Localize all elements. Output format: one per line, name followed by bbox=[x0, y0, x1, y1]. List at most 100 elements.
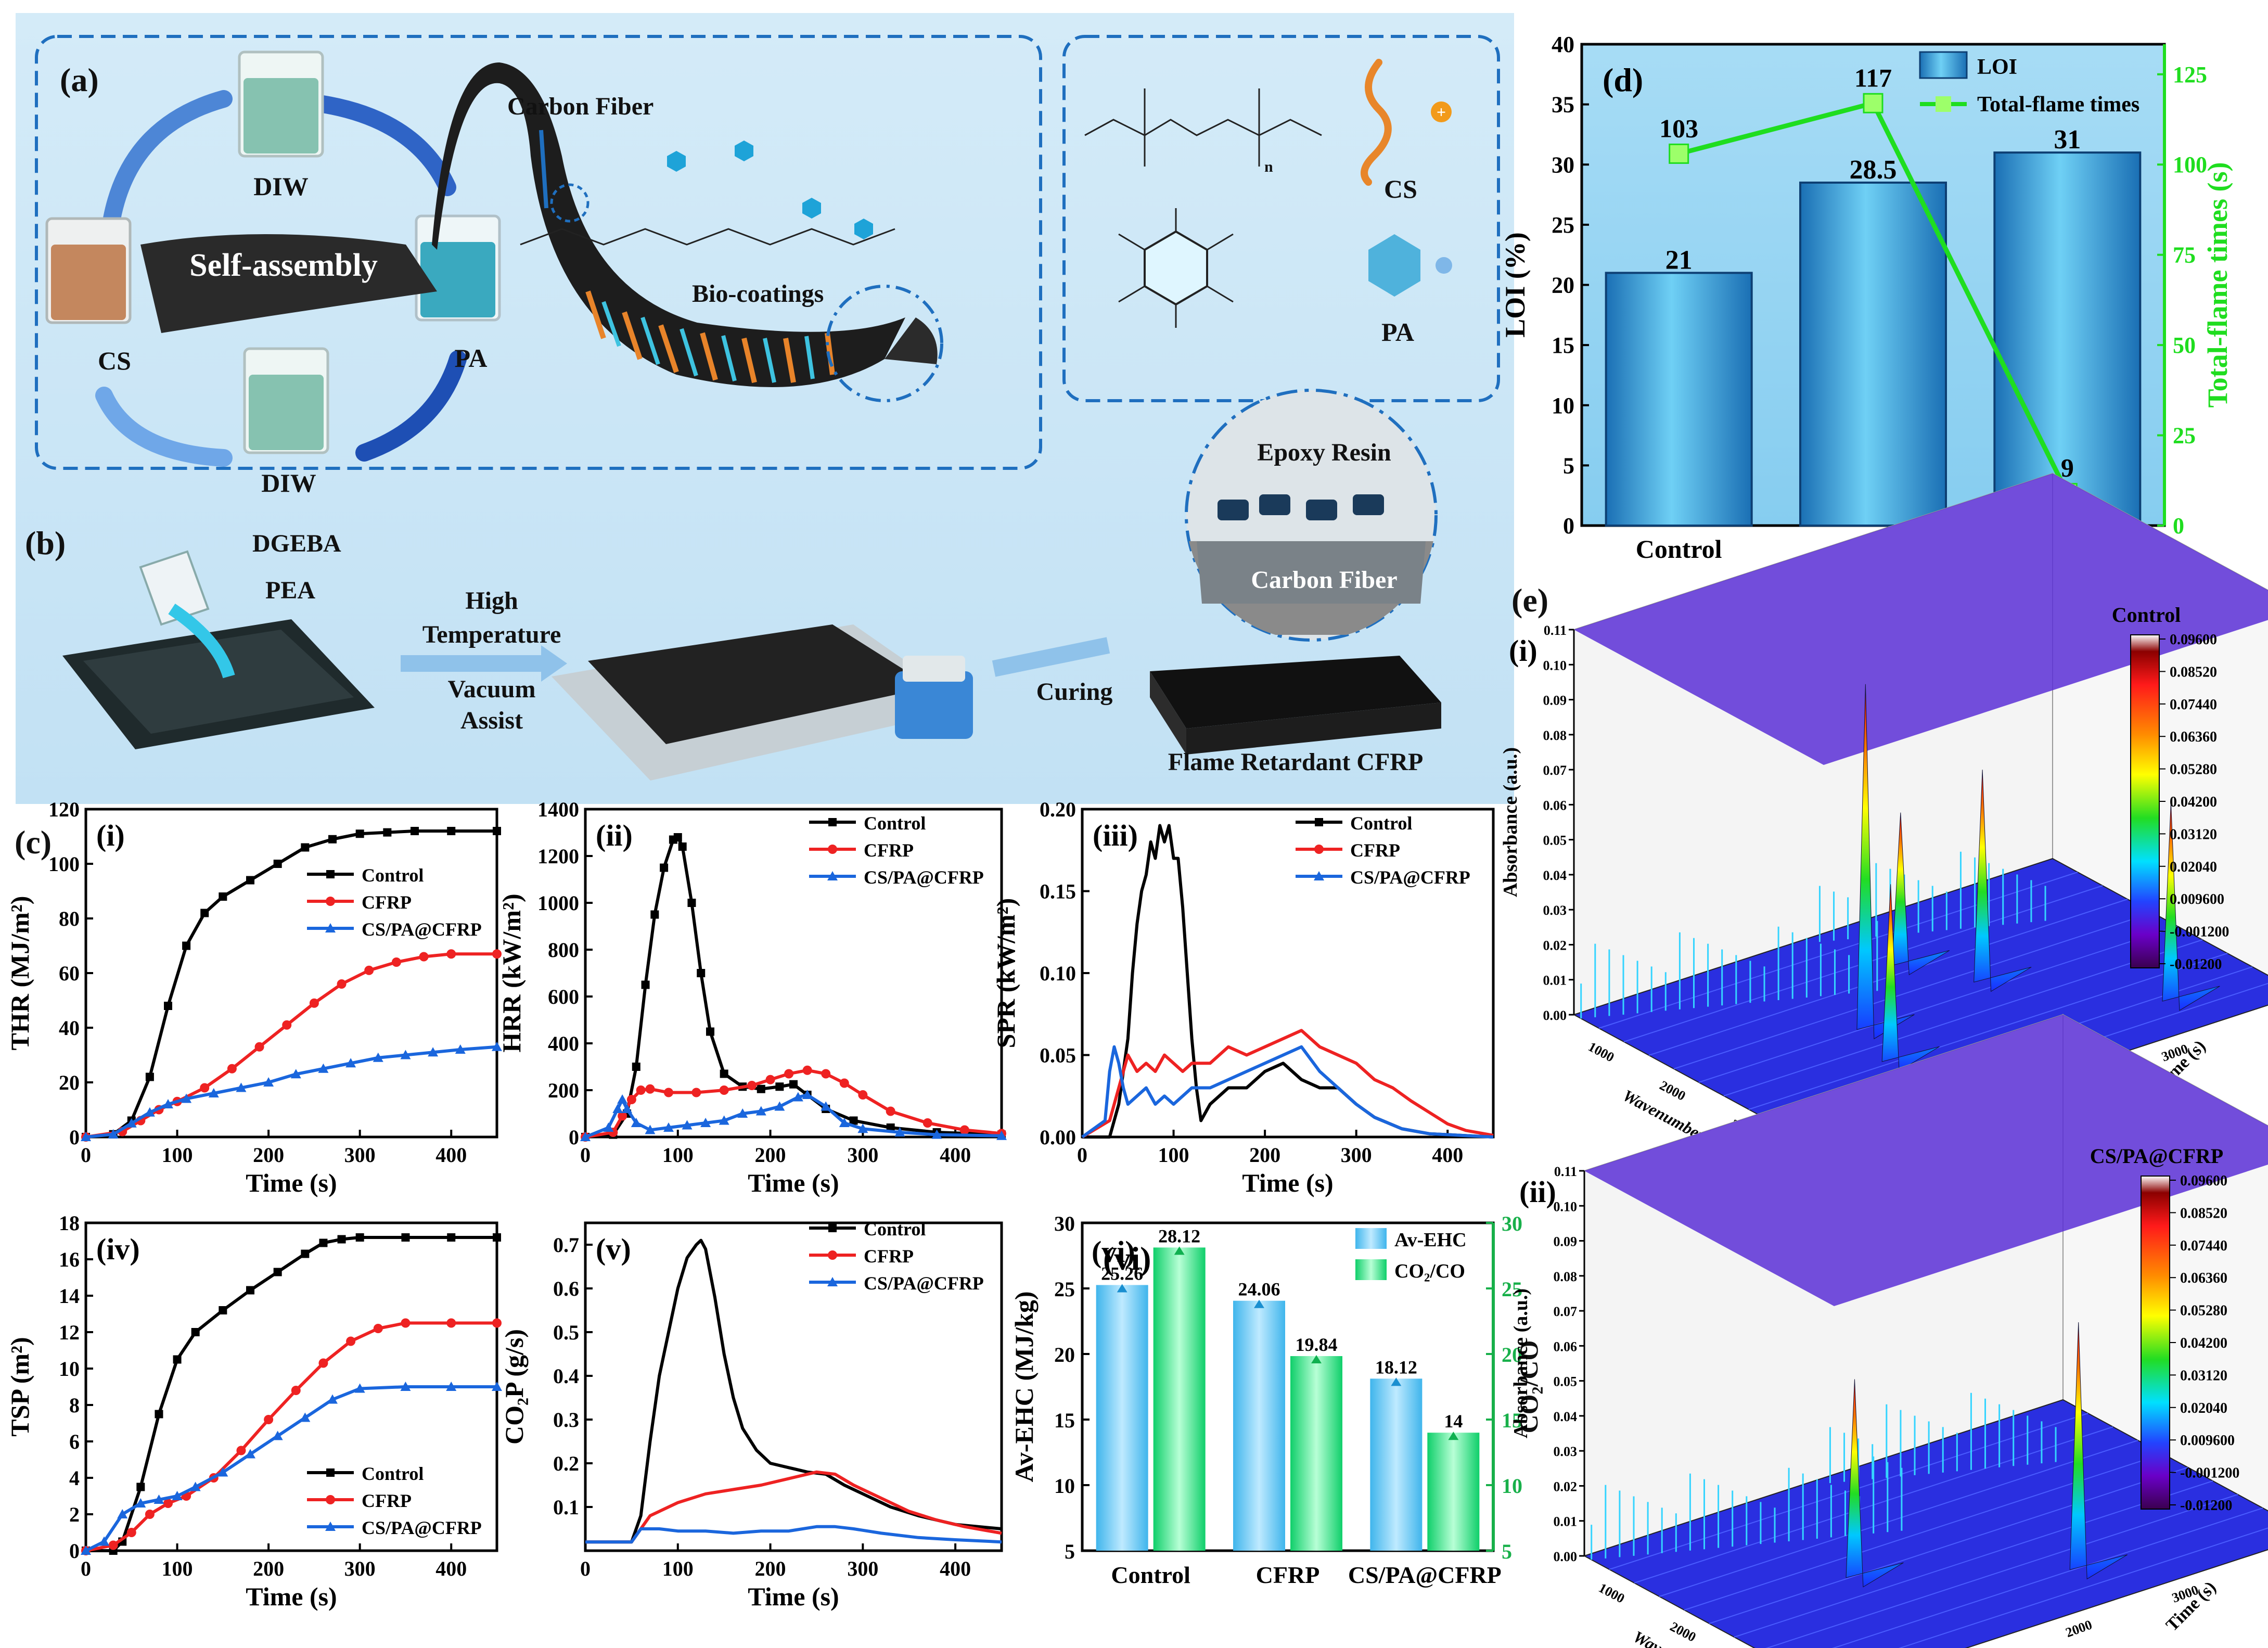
data-point bbox=[839, 1078, 849, 1088]
y-tick-label: 80 bbox=[59, 907, 80, 930]
data-point bbox=[401, 1318, 411, 1328]
y-tick-label: 10 bbox=[1552, 393, 1574, 418]
floor-grid bbox=[1598, 872, 2078, 1029]
data-point bbox=[700, 1118, 711, 1127]
legend-marker bbox=[827, 871, 838, 880]
z-tick-label: 0.08 bbox=[1543, 728, 1567, 743]
z-tick-label: 0.00 bbox=[1543, 1008, 1567, 1023]
data-point bbox=[697, 969, 706, 977]
legend-marker bbox=[326, 1495, 335, 1504]
chart-d-loi-flame-times: 0 5 10 15 20 25 30 35 40 0 25 50 75 100 125 LOI (%) Tota… bbox=[1500, 32, 2233, 564]
legend-label-Control: Control bbox=[1350, 813, 1412, 834]
svg-text:+: + bbox=[1437, 103, 1446, 121]
y-axis-title: HRR (kW/m²) bbox=[497, 893, 526, 1052]
legend-label-CFRP: CFRP bbox=[362, 1490, 412, 1511]
chart-c-iii-spr: 0 100 200 300 400 0.00 0.05 0.10 0.15 0.20 Time (s… bbox=[991, 798, 1495, 1197]
data-point bbox=[617, 1094, 628, 1104]
y-tick-label: 120 bbox=[48, 798, 80, 821]
data-point bbox=[737, 1108, 748, 1118]
y2-tick-label: 30 bbox=[1502, 1212, 1522, 1235]
data-point bbox=[318, 1358, 328, 1368]
category-label: CFRP bbox=[1256, 1562, 1320, 1588]
data-point bbox=[272, 1430, 283, 1440]
data-point bbox=[327, 1394, 338, 1404]
beaker-cs: CS bbox=[45, 217, 132, 375]
plot-frame bbox=[1081, 808, 1495, 1139]
bar-marker bbox=[1254, 1299, 1264, 1308]
cs-chain-icon bbox=[1361, 59, 1392, 186]
data-point bbox=[81, 1545, 91, 1555]
legend-label-CS/PA@CFRP: CS/PA@CFRP bbox=[864, 867, 984, 888]
data-point bbox=[493, 1233, 501, 1242]
legend-label-CS/PA@CFRP: CS/PA@CFRP bbox=[1350, 867, 1470, 888]
z-tick-label: 0.04 bbox=[1554, 1409, 1578, 1424]
data-point bbox=[191, 1328, 200, 1336]
panel-label: (d) bbox=[1603, 61, 1643, 98]
self-assembly-label: Self-assembly bbox=[189, 248, 378, 283]
svg-text:High: High bbox=[465, 587, 518, 615]
data-point bbox=[117, 1509, 128, 1518]
z-tick-label: 0.02 bbox=[1543, 938, 1567, 953]
data-point bbox=[641, 980, 650, 989]
z-tick-label: 0.07 bbox=[1554, 1304, 1578, 1319]
data-point bbox=[996, 1130, 1007, 1140]
y-tick-label: 2 bbox=[69, 1503, 80, 1526]
svg-text:Vacuum: Vacuum bbox=[448, 675, 536, 703]
z-axis-title: Absorbance (a.u.) bbox=[1510, 1288, 1532, 1438]
colorbar-label: 0.06360 bbox=[2180, 1270, 2227, 1286]
x-tick-label: 2000 bbox=[1668, 1619, 1699, 1645]
data-point bbox=[164, 1002, 172, 1010]
data-point bbox=[757, 1084, 765, 1093]
data-point bbox=[492, 1041, 502, 1051]
coated-fiber: Carbon Fiber Bio-coatings bbox=[432, 62, 943, 402]
x-tick-label: 0 bbox=[580, 1557, 591, 1580]
y-tick-label: 0 bbox=[69, 1539, 80, 1563]
data-point bbox=[931, 1129, 942, 1139]
y-tick-label: 0.15 bbox=[1040, 880, 1076, 903]
process-arrow bbox=[992, 637, 1110, 677]
point-value-label: 103 bbox=[1659, 113, 1698, 143]
y-tick-label: 0.2 bbox=[553, 1452, 579, 1475]
bar-co2-co bbox=[1153, 1247, 1206, 1551]
panel-label: (i) bbox=[96, 819, 125, 852]
data-point bbox=[245, 1449, 255, 1459]
y2-tick-label: 100 bbox=[2173, 152, 2207, 177]
y2-tick-label: 20 bbox=[1502, 1343, 1522, 1366]
z-tick-label: 0.07 bbox=[1543, 763, 1567, 778]
data-point bbox=[719, 1085, 729, 1095]
legend-label: Total-flame times bbox=[1977, 93, 2139, 117]
bar-loi bbox=[1605, 272, 1753, 527]
z-tick-label: 0.00 bbox=[1554, 1549, 1578, 1564]
legend-marker bbox=[1314, 845, 1324, 854]
y2-tick-label: 15 bbox=[1502, 1409, 1522, 1432]
panel-label: (iii) bbox=[1093, 819, 1138, 852]
y2-tick-label: 10 bbox=[1502, 1474, 1522, 1498]
z-tick-label: 0.01 bbox=[1554, 1514, 1578, 1529]
legend-marker bbox=[828, 818, 837, 826]
data-point bbox=[802, 1090, 813, 1099]
data-point bbox=[631, 1118, 642, 1127]
colorbar-label: 0.06360 bbox=[2170, 729, 2217, 745]
data-point bbox=[355, 1233, 364, 1242]
y-tick-label: 0.20 bbox=[1040, 798, 1076, 821]
data-point bbox=[493, 827, 501, 835]
y-tick-label: 0.6 bbox=[553, 1277, 579, 1300]
data-point bbox=[446, 1318, 456, 1328]
data-point bbox=[755, 1106, 766, 1116]
chart-c-v-co2p: 0 100 200 300 400 0.1 0.2 0.3 0.4 0.5 0.6 0.7 Time (… bbox=[499, 1219, 1003, 1611]
x-tick-label: 300 bbox=[344, 1143, 376, 1167]
legend-marker bbox=[1936, 96, 1951, 112]
data-point bbox=[328, 835, 337, 844]
bar-value-label: 18.12 bbox=[1375, 1357, 1417, 1377]
x-tick-label: 200 bbox=[253, 1557, 284, 1580]
data-point bbox=[181, 1093, 192, 1103]
y-tick-label: 1400 bbox=[537, 798, 579, 821]
label-b: (b) bbox=[25, 525, 66, 561]
legend-pa-label: PA bbox=[1381, 317, 1414, 347]
data-point bbox=[492, 949, 502, 959]
data-point bbox=[108, 1540, 118, 1550]
series-line-CFRP bbox=[585, 1470, 1002, 1544]
y-tick-label: 20 bbox=[1054, 1343, 1075, 1366]
y-tick-label: 1000 bbox=[537, 891, 579, 915]
